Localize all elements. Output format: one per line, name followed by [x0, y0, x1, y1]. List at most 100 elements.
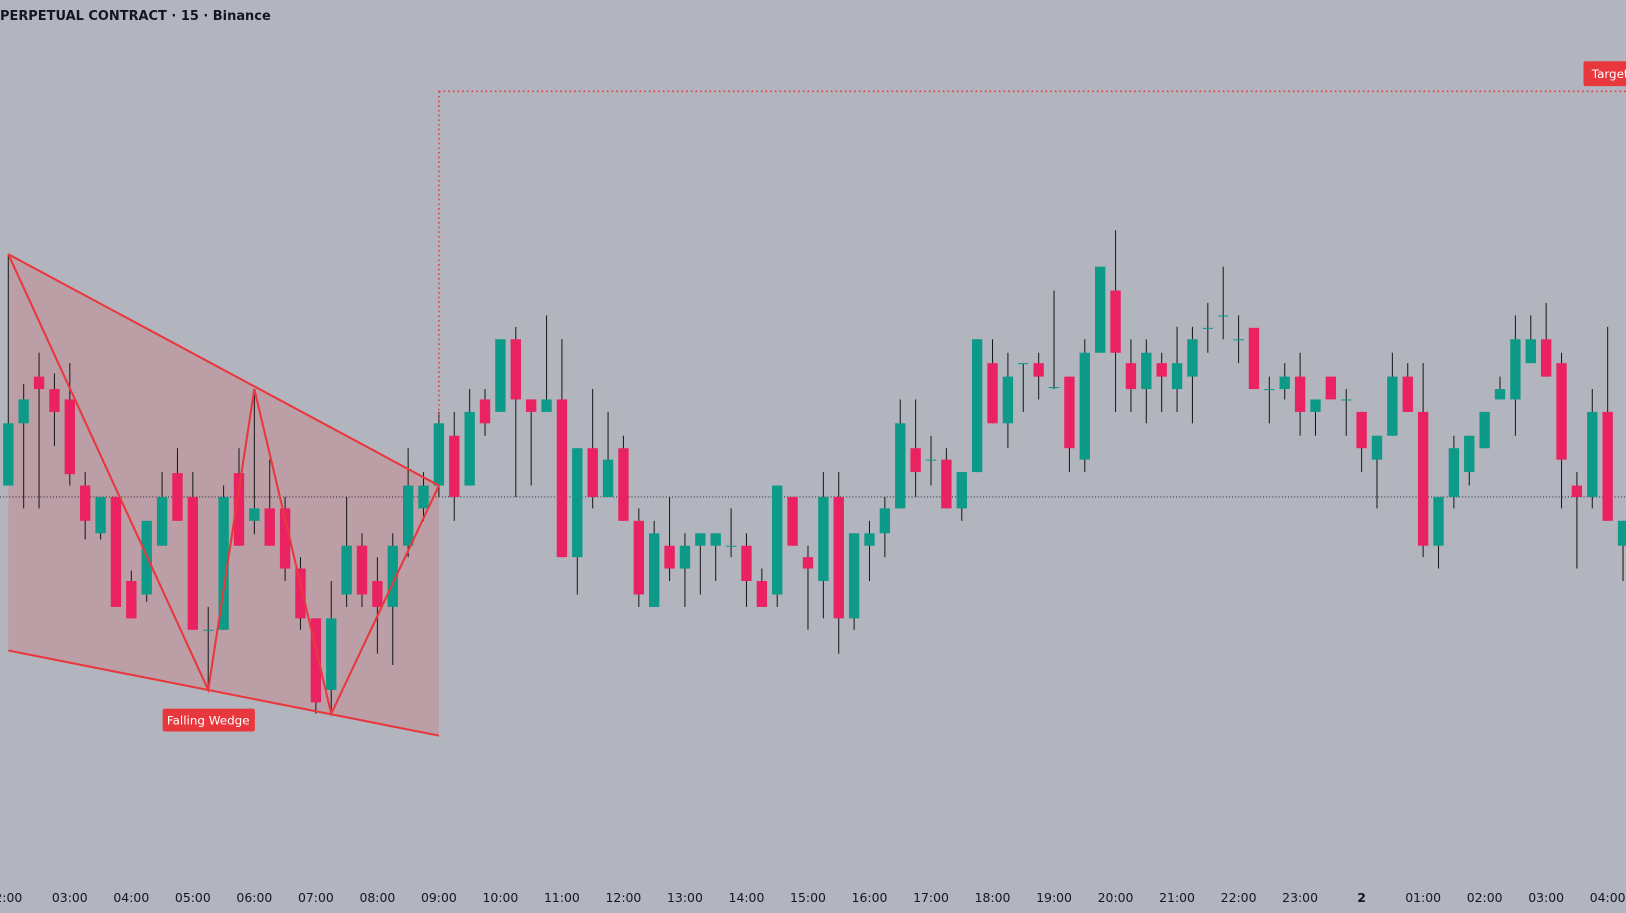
x-tick-label: 08:00	[359, 890, 395, 905]
x-tick-label: 12:00	[606, 890, 642, 905]
candle-body	[1064, 376, 1075, 449]
candle-body	[1525, 339, 1536, 364]
candle-body	[741, 545, 752, 581]
candle-body	[1341, 399, 1352, 401]
candle-body	[341, 545, 352, 595]
candle-body	[556, 399, 568, 558]
candle-body	[956, 472, 967, 509]
candle-body	[1617, 520, 1626, 546]
x-tick-label: 03:00	[1528, 890, 1564, 905]
candle-body	[233, 473, 245, 546]
candle-body	[725, 545, 737, 547]
wedge-zigzag	[7, 253, 440, 717]
candle-body	[3, 423, 14, 486]
candle-body	[1433, 496, 1444, 546]
candle-body	[1479, 411, 1490, 449]
candle-body	[464, 411, 475, 486]
candle-body	[664, 545, 675, 569]
x-tick-label: 03:00	[52, 890, 88, 905]
candle-body	[925, 459, 937, 461]
candle-body	[1110, 290, 1121, 353]
x-tick-label: 04:00	[113, 890, 149, 905]
candle-body	[264, 508, 275, 546]
candle-body	[1141, 352, 1152, 390]
candle-body	[372, 581, 383, 607]
candle-body	[833, 496, 844, 619]
candle-body	[1417, 411, 1429, 546]
candle-body	[1325, 376, 1337, 400]
candle-body	[618, 448, 629, 521]
candle-body	[110, 496, 122, 607]
pattern-label: Falling Wedge	[167, 714, 250, 728]
x-tick-label: 07:00	[298, 890, 334, 905]
candle-body	[249, 508, 260, 521]
candle-body	[649, 533, 660, 607]
candle-body	[910, 448, 921, 473]
candle-body	[126, 581, 137, 619]
candle-body	[1602, 411, 1613, 521]
candle-body	[572, 448, 583, 558]
candle-body	[1018, 363, 1029, 365]
candle-body	[64, 399, 75, 475]
candle-body	[679, 545, 691, 569]
candle-body	[1510, 339, 1521, 400]
candle-body	[95, 496, 106, 534]
candle-body	[802, 557, 814, 569]
candle-body	[633, 520, 645, 595]
candle-body	[418, 485, 429, 509]
candle-body	[1218, 315, 1229, 317]
candle-body	[156, 496, 168, 546]
candle-body	[310, 618, 322, 703]
candle-body	[1310, 399, 1321, 412]
candle-body	[187, 496, 199, 630]
x-tick-label: 06:00	[236, 890, 272, 905]
candle-body	[1494, 389, 1506, 400]
x-tick-label: 16:00	[852, 890, 888, 905]
candle-body	[1556, 363, 1567, 460]
candle-body	[1187, 339, 1198, 377]
candle-body	[1356, 411, 1367, 449]
candle-body	[1233, 339, 1244, 341]
candle-body	[848, 533, 860, 619]
candle-body	[1448, 448, 1460, 497]
candle-body	[1371, 435, 1383, 460]
x-tick-label: 04:00	[1590, 890, 1626, 905]
candle-body	[602, 459, 614, 497]
chart-title: PERPETUAL CONTRACT · 15 · Binance	[0, 9, 271, 24]
candle-body	[587, 448, 598, 497]
x-tick-label: 2	[1357, 890, 1366, 905]
candle-body	[479, 399, 491, 424]
pattern-label-box	[162, 708, 255, 732]
candle-body	[1571, 485, 1583, 497]
candle-body	[1464, 435, 1475, 473]
x-tick-label: 15:00	[790, 890, 826, 905]
x-tick-label: 22:00	[1221, 890, 1257, 905]
candle-body	[495, 339, 506, 412]
x-tick-label: 21:00	[1159, 890, 1195, 905]
plot: Falling Wedge Target 2:00 03:00 04:00 05:00 06…	[0, 61, 1626, 905]
candle-body	[80, 485, 91, 521]
x-tick-label: 02:00	[1467, 890, 1503, 905]
candle-body	[525, 399, 537, 412]
candle-body	[387, 545, 398, 607]
candle-body	[818, 496, 829, 581]
candle-body	[1402, 376, 1413, 412]
candle-body	[1540, 339, 1552, 377]
x-tick-label: 17:00	[913, 890, 949, 905]
candle-body	[1002, 376, 1014, 424]
candle-body	[295, 568, 306, 619]
candle-body	[1079, 352, 1090, 460]
candle-body	[326, 618, 337, 690]
x-tick-label: 19:00	[1036, 890, 1072, 905]
wedge-upper	[7, 253, 440, 487]
candle-body	[49, 389, 60, 412]
candle-body	[449, 435, 460, 497]
candle-body	[772, 485, 783, 595]
candle-body	[1587, 411, 1598, 497]
candle-body	[218, 496, 229, 630]
candle-body	[1125, 363, 1137, 390]
x-tick-label: 01:00	[1405, 890, 1441, 905]
candle-body	[1171, 363, 1183, 390]
x-tick-label: 09:00	[421, 890, 457, 905]
